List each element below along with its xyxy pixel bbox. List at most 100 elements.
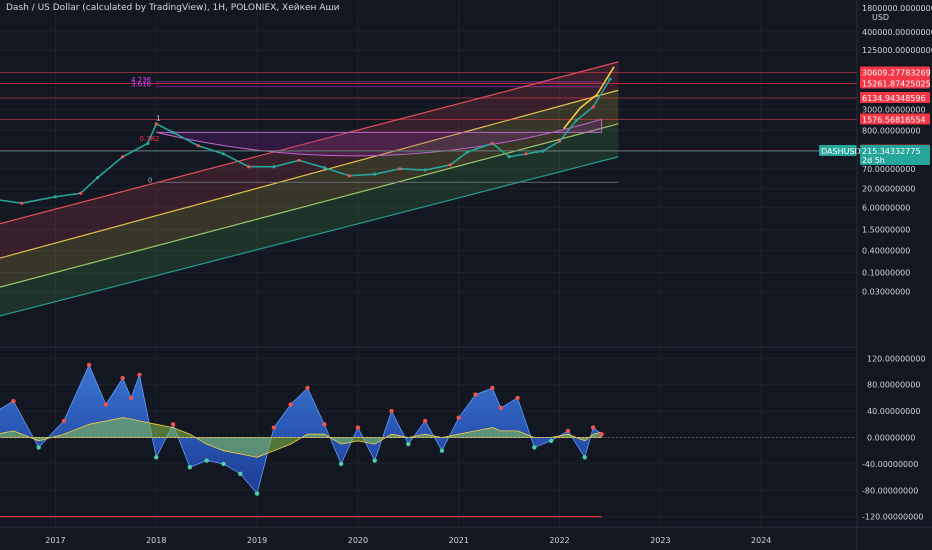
price-tick-label: 800.00000000	[862, 126, 921, 135]
price-axis[interactable]: 1800000.00000000 400000.00000000 125000.00…	[819, 4, 932, 522]
oscillator-dot	[221, 461, 226, 467]
oscillator-dot	[456, 415, 461, 420]
oscillator-dot	[305, 385, 310, 391]
price-tag-label: 15261.87425025	[862, 80, 931, 89]
price-point	[196, 144, 200, 148]
oscillator-dot	[422, 418, 428, 424]
time-tick-label: 2021	[449, 536, 469, 545]
oscillator-dot	[406, 441, 411, 447]
oscillator-dot	[137, 372, 142, 377]
oscillator-tick-label: 80.00000000	[867, 381, 920, 390]
price-point	[20, 201, 24, 205]
oscillator-dot	[490, 385, 495, 391]
time-tick-label: 2022	[549, 536, 569, 545]
time-tick-label: 2017	[45, 536, 65, 545]
price-point	[121, 155, 125, 159]
oscillator-dot	[36, 445, 41, 450]
price-point	[608, 77, 612, 81]
oscillator-dot	[103, 402, 109, 407]
price-tag-countdown: 2d 5h	[862, 156, 885, 165]
fib-label: 0.382	[139, 135, 159, 143]
price-point	[524, 152, 528, 156]
price-tick-label: 0.40000000	[862, 247, 910, 256]
grid	[0, 0, 857, 527]
oscillator-dot	[565, 428, 571, 434]
price-tick-label: 0.10000000	[862, 269, 910, 278]
price-point	[53, 195, 58, 199]
channel-line	[0, 89, 619, 259]
projection-line	[562, 66, 615, 130]
price-tick-label: 1800000.00000000	[862, 4, 932, 13]
oscillator-dot	[187, 465, 193, 470]
price-tag	[860, 145, 930, 166]
fib-label: 0	[148, 176, 152, 184]
price-point	[272, 165, 276, 169]
price-point	[465, 150, 469, 154]
price-point	[574, 118, 578, 122]
oscillator-dot	[590, 425, 596, 430]
time-axis[interactable]: 2017 2018 2019 2020 2021 2022 2023 2024	[45, 536, 771, 545]
symbol-tag	[819, 145, 857, 157]
fib-label: 4.236	[131, 76, 152, 84]
price-tag	[860, 66, 930, 78]
oscillator-dot	[473, 392, 478, 397]
price-tag-label: 1576.56816554	[862, 116, 926, 125]
fib-label: 3.618	[131, 81, 151, 89]
price-tick-label: 125000.00000000	[862, 46, 932, 55]
oscillator-dot	[204, 458, 209, 463]
oscillator-dot	[170, 422, 176, 427]
oscillator-tick-label: -40.00000000	[862, 460, 918, 469]
price-tick-label: 400000.00000000	[862, 28, 932, 37]
price-point	[79, 191, 83, 195]
oscillator-dot	[548, 438, 554, 443]
time-tick-label: 2023	[650, 536, 670, 545]
oscillator-dot	[338, 461, 344, 467]
price-point	[373, 172, 377, 176]
price-point	[423, 168, 427, 172]
price-point	[448, 163, 452, 167]
price-point	[297, 158, 301, 162]
oscillator-dot	[582, 455, 587, 460]
oscillator-dot	[11, 399, 16, 404]
price-point	[95, 176, 100, 180]
price-tick-label: 6.00000000	[862, 204, 910, 213]
price-tick-label: 70.00000000	[862, 165, 915, 174]
price-tag-label: 6134.94348596	[862, 94, 926, 103]
oscillator-dot	[120, 375, 125, 381]
price-point	[507, 155, 511, 159]
oscillator-dot	[389, 408, 394, 414]
oscillator-dot	[515, 395, 520, 401]
price-point	[247, 165, 251, 169]
oscillator-dot	[439, 448, 445, 453]
price-tick-label: 1.50000000	[862, 226, 910, 235]
oscillator-dot	[599, 432, 604, 437]
regression-channel	[0, 61, 619, 317]
time-tick-label: 2019	[247, 536, 267, 545]
oscillator-dot	[86, 362, 92, 368]
price-tag-label: 30609.27783269	[862, 69, 931, 78]
price-tag-label: 215.34332775	[862, 147, 921, 156]
price-point	[171, 130, 175, 134]
price-tick-label: 3000.00000000	[862, 105, 926, 114]
chart-title: Dash / US Dollar (calculated by TradingV…	[6, 3, 340, 13]
channel-line	[0, 61, 619, 225]
price-tick-label: 20.00000000	[862, 185, 915, 194]
price-point	[398, 167, 402, 171]
channel-band-lower	[0, 123, 619, 316]
price-tag	[860, 91, 930, 103]
oscillator-tick-label: 120.00000000	[867, 354, 926, 363]
symbol-tag-label: DASHUSD	[821, 147, 861, 156]
price-point	[146, 141, 150, 145]
price-point	[347, 174, 352, 178]
price-point	[541, 149, 545, 153]
price-point	[557, 139, 562, 143]
rounding-bottom-zone	[156, 118, 603, 157]
oscillator-dot	[355, 425, 361, 430]
price-point	[322, 166, 326, 170]
oscillator-dot	[322, 422, 327, 427]
oscillator-dot	[154, 455, 159, 460]
oscillator-dot	[128, 395, 134, 401]
oscillator-dot	[288, 402, 293, 407]
price-point	[490, 141, 494, 145]
